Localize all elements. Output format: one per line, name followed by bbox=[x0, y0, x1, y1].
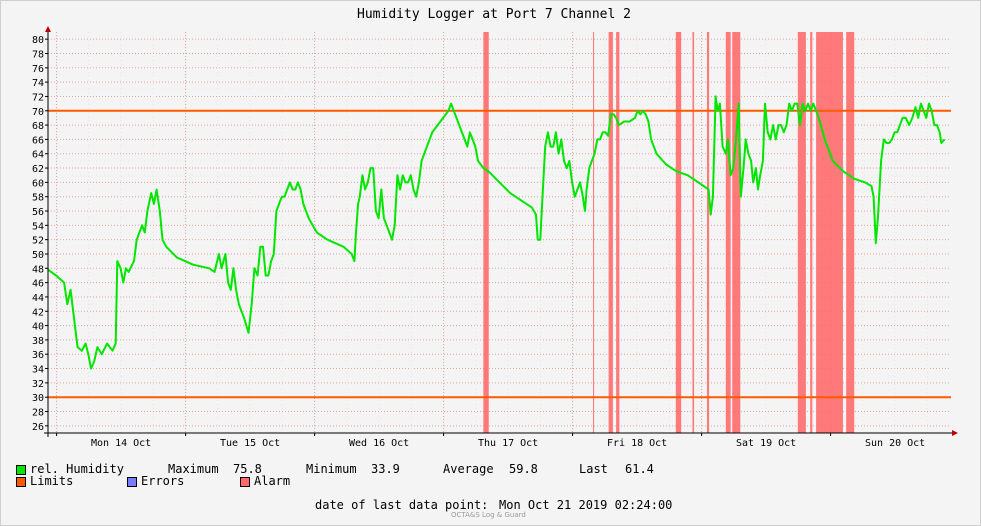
last-data-point-value: Mon Oct 21 2019 02:24:00 bbox=[499, 498, 673, 512]
alarm-bands bbox=[483, 32, 855, 433]
grid bbox=[48, 32, 951, 433]
y-tick-label: 50 bbox=[32, 250, 44, 261]
alarm-band bbox=[608, 32, 613, 433]
x-tick-label: Sun 20 Oct bbox=[865, 438, 925, 449]
y-tick-label: 54 bbox=[32, 221, 44, 232]
last-data-point-label: date of last data point: bbox=[315, 498, 489, 512]
y-tick-label: 76 bbox=[32, 64, 44, 75]
legend-maximum-label: Maximum bbox=[168, 462, 219, 476]
y-tick-label: 70 bbox=[32, 107, 44, 118]
alarm-band bbox=[810, 32, 813, 433]
y-tick-label: 46 bbox=[32, 279, 44, 290]
legend-last-value: 61.4 bbox=[625, 462, 654, 476]
y-tick-label: 48 bbox=[32, 264, 44, 275]
x-tick-label: Sat 19 Oct bbox=[736, 438, 796, 449]
legend-alarm-label: Alarm bbox=[254, 474, 291, 488]
legend-limits-label: Limits bbox=[30, 474, 74, 488]
y-tick-label: 52 bbox=[32, 236, 44, 247]
alarm-band bbox=[732, 32, 741, 433]
chart-title: Humidity Logger at Port 7 Channel 2 bbox=[357, 7, 631, 22]
alarm-band bbox=[483, 32, 489, 433]
watermark: OCTA&S Log & Guard bbox=[451, 511, 526, 519]
legend-average-label: Average bbox=[443, 462, 494, 476]
legend-humidity-label: rel. Humidity bbox=[30, 462, 124, 476]
alarm-band bbox=[692, 32, 695, 433]
y-tick-labels: 26 28 30 32 34 36 38 40 42 44 46 48 50 52 54 56 58 60 62 64… bbox=[32, 35, 48, 433]
y-tick-label: 78 bbox=[32, 49, 44, 60]
x-tick-labels: Mon 14 Oct Tue 15 Oct Wed 16 Oct Thu 17 Oct… bbox=[56, 433, 925, 449]
y-tick-label: 60 bbox=[32, 178, 44, 189]
y-tick-label: 38 bbox=[32, 336, 44, 347]
alarm-band bbox=[593, 32, 595, 433]
errors-swatch bbox=[127, 477, 137, 487]
legend-maximum-value: 75.8 bbox=[233, 462, 262, 476]
series-line-humidity bbox=[47, 95, 946, 370]
y-tick-label: 66 bbox=[32, 135, 44, 146]
x-tick-label: Tue 15 Oct bbox=[220, 438, 280, 449]
y-tick-label: 68 bbox=[32, 121, 44, 132]
alarm-band bbox=[616, 32, 620, 433]
y-tick-label: 80 bbox=[32, 35, 44, 46]
y-tick-label: 42 bbox=[32, 307, 44, 318]
y-tick-label: 40 bbox=[32, 322, 44, 333]
x-tick-label: Fri 18 Oct bbox=[607, 438, 667, 449]
y-tick-label: 26 bbox=[32, 422, 44, 433]
legend-minimum-label: Minimum bbox=[306, 462, 357, 476]
x-tick-label: Wed 16 Oct bbox=[349, 438, 409, 449]
alarm-band bbox=[675, 32, 682, 433]
alarm-band bbox=[797, 32, 806, 433]
y-tick-label: 36 bbox=[32, 350, 44, 361]
y-tick-label: 30 bbox=[32, 393, 44, 404]
humidity-swatch bbox=[16, 465, 26, 475]
alarm-swatch bbox=[240, 477, 250, 487]
y-axis-arrow bbox=[45, 26, 51, 32]
y-tick-label: 74 bbox=[32, 78, 44, 89]
y-tick-label: 44 bbox=[32, 293, 44, 304]
y-tick-label: 28 bbox=[32, 408, 44, 419]
y-tick-label: 34 bbox=[32, 365, 44, 376]
y-tick-label: 32 bbox=[32, 379, 44, 390]
y-tick-label: 72 bbox=[32, 92, 44, 103]
legend-minimum-value: 33.9 bbox=[371, 462, 400, 476]
limit-lines bbox=[48, 109, 951, 399]
limits-swatch bbox=[16, 477, 26, 487]
x-axis-arrow bbox=[952, 430, 958, 436]
alarm-band bbox=[706, 32, 710, 433]
legend-average-value: 59.8 bbox=[509, 462, 538, 476]
y-tick-label: 62 bbox=[32, 164, 44, 175]
alarm-band bbox=[725, 32, 731, 433]
y-tick-label: 58 bbox=[32, 193, 44, 204]
series-layer bbox=[47, 95, 946, 370]
alarm-band bbox=[846, 32, 855, 433]
y-tick-label: 64 bbox=[32, 150, 44, 161]
x-tick-label: Mon 14 Oct bbox=[91, 438, 151, 449]
legend-errors-label: Errors bbox=[141, 474, 185, 488]
alarm-band bbox=[816, 32, 843, 433]
y-tick-label: 56 bbox=[32, 207, 44, 218]
x-tick-label: Thu 17 Oct bbox=[478, 438, 538, 449]
legend-last-label: Last bbox=[579, 462, 608, 476]
